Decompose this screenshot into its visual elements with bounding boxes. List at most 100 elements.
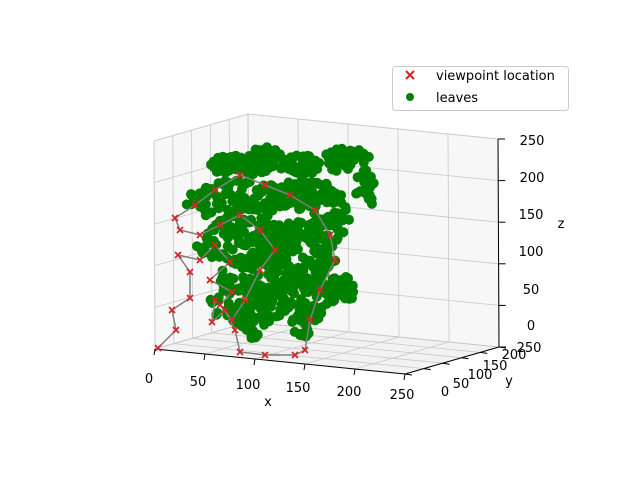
viewpoint-marker <box>206 276 214 284</box>
leaf-point <box>289 229 300 240</box>
leaf-point <box>240 194 251 205</box>
viewpoint-marker <box>211 241 219 249</box>
leaf-point <box>340 204 351 215</box>
x-tick-label: 100 <box>236 378 261 393</box>
z-axis-line <box>497 138 500 348</box>
leaf-point <box>241 167 252 178</box>
leaf-point <box>253 252 264 263</box>
leaf-point <box>351 188 362 199</box>
viewpoint-marker <box>176 226 184 234</box>
leaf-point <box>344 153 355 164</box>
leaf-point <box>366 193 377 204</box>
x-tick <box>153 348 156 356</box>
x-tick-label: 50 <box>190 375 207 390</box>
leaf-point <box>237 321 248 332</box>
leaf-point <box>326 214 337 225</box>
x-tick <box>403 373 406 381</box>
viewpoint-marker <box>172 326 180 334</box>
leaf-point <box>296 217 307 228</box>
viewpoint-marker-stroke <box>172 326 180 334</box>
viewpoint-marker-stroke <box>291 351 299 359</box>
leaf-point <box>260 166 271 177</box>
viewpoint-marker-stroke <box>311 206 319 214</box>
viewpoint-marker-stroke <box>211 296 219 304</box>
leaf-point <box>237 180 248 191</box>
leaf-point <box>181 199 192 210</box>
leaf-point <box>228 160 239 170</box>
viewpoint-marker-stroke <box>256 266 264 274</box>
viewpoint-marker-stroke <box>241 296 249 304</box>
leaf-point <box>286 286 297 297</box>
viewpoint-marker-stroke <box>301 346 309 354</box>
leaf-point <box>334 147 345 158</box>
leaf-point <box>222 214 232 225</box>
viewpoint-marker-stroke <box>216 301 224 309</box>
viewpoint-marker <box>271 246 279 254</box>
viewpoint-marker-stroke <box>154 344 162 352</box>
leaf-point <box>268 235 279 246</box>
viewpoint-marker <box>228 316 236 324</box>
viewpoint-marker-stroke <box>236 211 244 219</box>
leaf-point <box>248 312 259 323</box>
x-tick <box>353 368 356 376</box>
leaf-point <box>334 286 345 296</box>
leaf-point <box>242 258 253 269</box>
leaf-point <box>339 160 350 171</box>
viewpoint-marker-stroke <box>186 294 194 302</box>
leaf-point <box>191 241 202 252</box>
viewpoint-marker <box>226 258 234 266</box>
viewpoint-marker-stroke <box>196 256 204 264</box>
leaf-point <box>260 148 270 159</box>
leaf-point <box>234 235 245 246</box>
grid-back-x <box>397 128 400 338</box>
leaf-point <box>302 303 313 314</box>
leaf-point <box>198 196 209 207</box>
viewpoint-marker <box>316 286 324 294</box>
leaf-point <box>309 178 320 189</box>
leaf-point <box>264 316 275 327</box>
leaf-point <box>239 227 250 238</box>
leaf-point <box>208 156 219 167</box>
leaf-point <box>307 167 318 178</box>
leaf-point <box>198 248 208 259</box>
leaf-point <box>316 308 327 319</box>
viewpoint-marker <box>326 231 334 239</box>
leaf-point <box>217 265 228 276</box>
leaf-point <box>230 259 241 269</box>
leaves-series <box>181 142 379 343</box>
leaf-point <box>205 207 215 218</box>
legend-leaves-label: leaves <box>436 91 478 106</box>
leaf-point <box>287 315 298 326</box>
leaf-point <box>271 290 282 300</box>
y-tick <box>404 373 413 376</box>
y-axis-label: y <box>505 374 513 389</box>
y-tick-label: 100 <box>468 368 493 383</box>
viewpoint-series <box>154 171 339 359</box>
leaf-point <box>239 280 250 291</box>
leaf-point <box>298 151 309 162</box>
leaf-point <box>307 284 318 295</box>
viewpoint-marker <box>306 316 314 324</box>
y-tick <box>461 357 469 360</box>
leaf-point <box>332 222 343 233</box>
leaf-point <box>226 222 237 233</box>
leaf-point <box>271 223 282 234</box>
viewpoint-marker <box>236 171 244 179</box>
axis-ticks: 0 50 100 150 200 250 0501001502002500501001502… <box>145 134 545 403</box>
viewpoint-marker-stroke <box>331 256 339 264</box>
leaf-point <box>323 187 334 198</box>
grid-left-y <box>153 140 156 350</box>
leaf-point <box>286 153 297 164</box>
x-tick-label: 200 <box>337 385 362 400</box>
viewpoint-marker <box>171 214 179 222</box>
leaf-point <box>291 179 302 190</box>
leaf-point <box>250 147 261 158</box>
z-tick-label: 0 <box>527 319 535 334</box>
viewpoint-marker-stroke <box>211 241 219 249</box>
viewpoint-marker <box>286 191 294 199</box>
viewpoint-marker-stroke <box>186 268 194 276</box>
leaf-point <box>201 233 212 244</box>
leaf-point <box>261 200 272 211</box>
grid-floor-x <box>304 336 400 365</box>
